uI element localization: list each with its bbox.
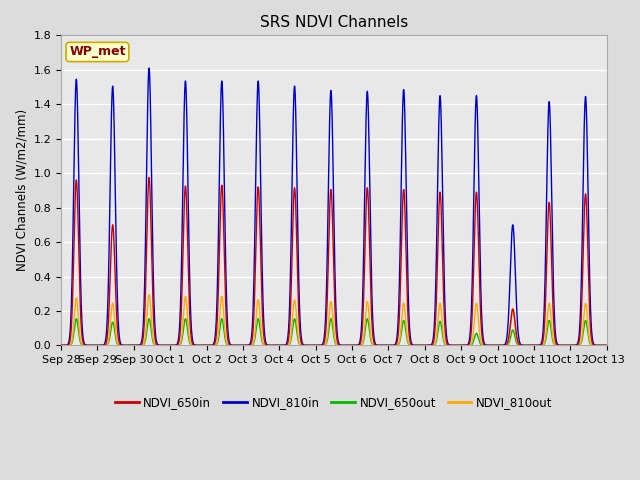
Y-axis label: NDVI Channels (W/m2/mm): NDVI Channels (W/m2/mm) [15, 109, 28, 271]
Title: SRS NDVI Channels: SRS NDVI Channels [260, 15, 408, 30]
Legend: NDVI_650in, NDVI_810in, NDVI_650out, NDVI_810out: NDVI_650in, NDVI_810in, NDVI_650out, NDV… [110, 392, 557, 414]
Text: WP_met: WP_met [69, 46, 125, 59]
